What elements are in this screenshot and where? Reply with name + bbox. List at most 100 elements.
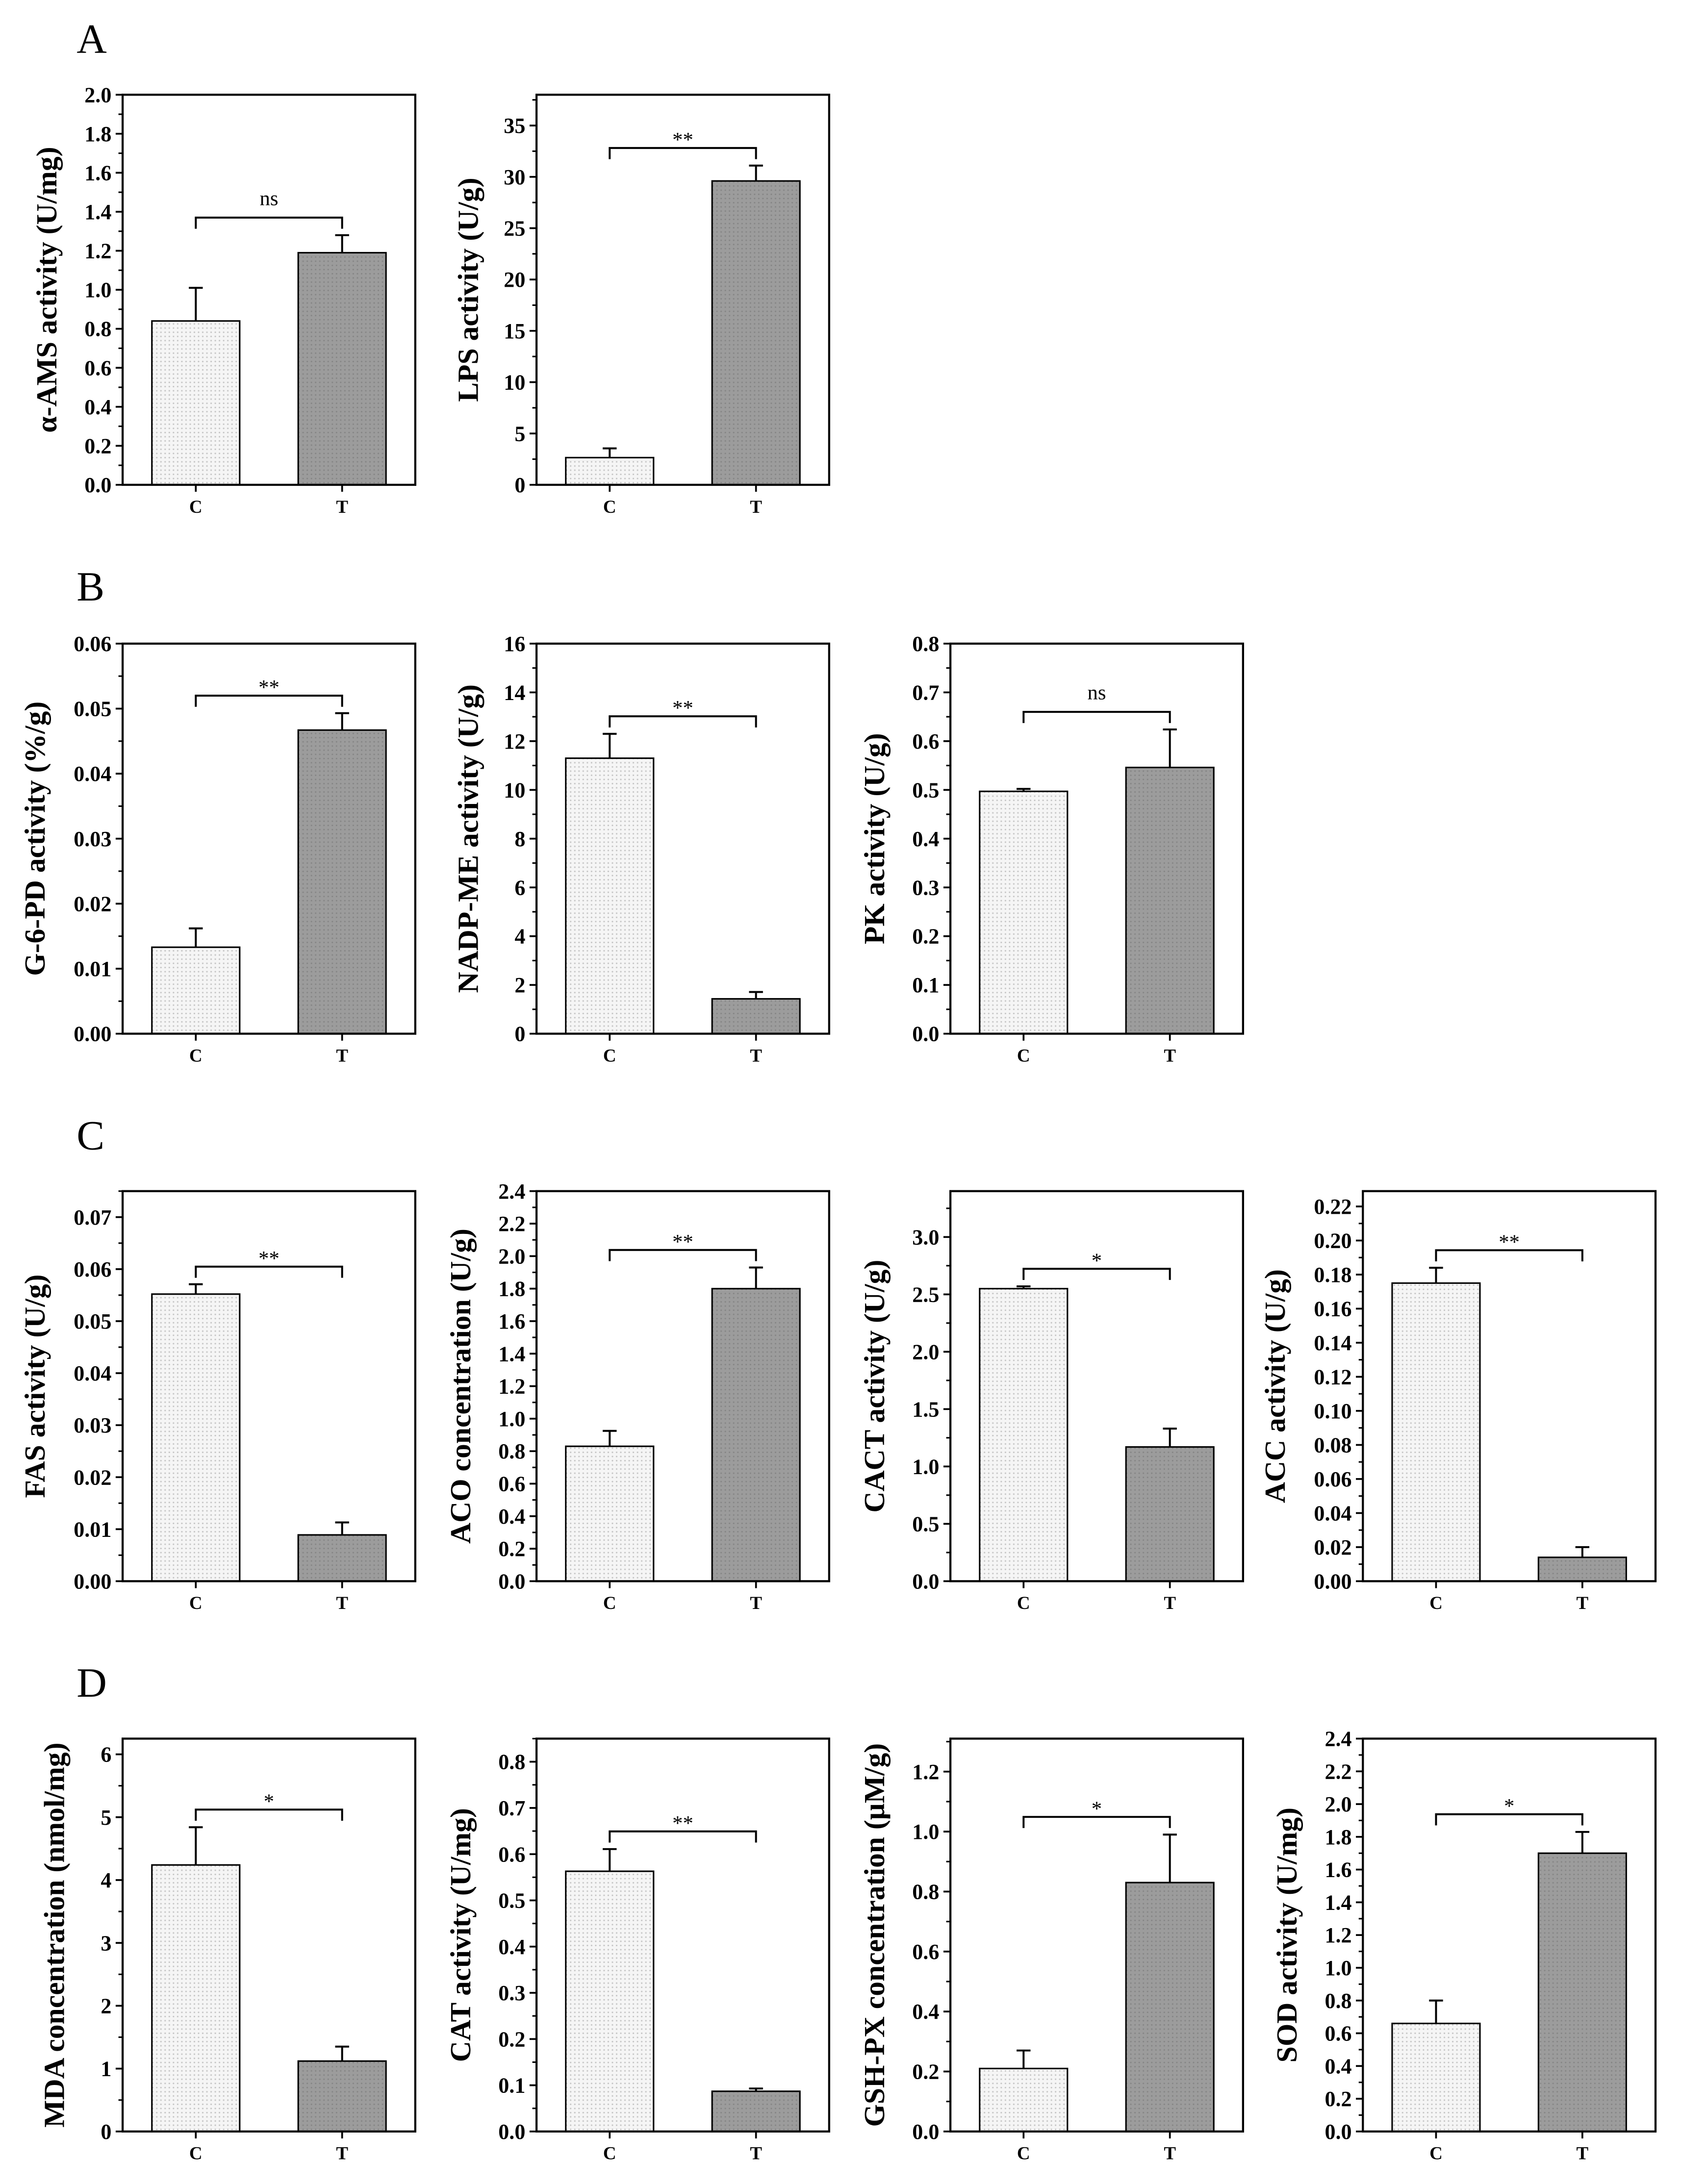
bar-t <box>297 1534 387 1582</box>
significance-label: * <box>1092 1249 1102 1272</box>
x-category-label-c: C <box>189 1045 203 1065</box>
y-tick-label: 2.4 <box>498 1180 525 1204</box>
y-tick-label: 1.6 <box>1325 1858 1351 1882</box>
bar-t <box>1125 1882 1215 2133</box>
error-bar-t <box>1575 1546 1590 1557</box>
x-category-label-c: C <box>1017 2143 1030 2163</box>
error-bar-c <box>1017 788 1031 792</box>
plot-frame <box>949 1190 1244 1582</box>
bar-t <box>1537 1852 1627 2133</box>
y-tick-label: 0.20 <box>1314 1229 1351 1253</box>
y-tick-label: 0.22 <box>1314 1195 1351 1219</box>
x-category-label-c: C <box>603 497 616 517</box>
x-category-label-c: C <box>1429 1593 1443 1613</box>
plot-frame <box>121 1190 416 1582</box>
error-bar-t <box>749 2087 763 2091</box>
y-tick-label: 0 <box>101 2120 111 2144</box>
y-tick-label: 0.5 <box>498 1889 525 1913</box>
bar-c <box>151 1293 241 1582</box>
error-bar-t <box>1163 1833 1177 1883</box>
x-category-label-t: T <box>336 1593 348 1613</box>
bar-c <box>1391 1282 1481 1582</box>
y-tick-label: 0.01 <box>74 1517 111 1541</box>
y-tick-label: 4 <box>101 1868 111 1892</box>
y-axis-label: α-AMS activity (U/mg) <box>30 147 63 432</box>
y-tick-label: 6 <box>514 876 525 900</box>
y-tick-label: 2.5 <box>912 1282 939 1306</box>
y-tick-label: 0.4 <box>498 1935 525 1959</box>
plot-frame <box>535 94 830 486</box>
y-tick-label: 0.16 <box>1314 1297 1351 1321</box>
y-tick-label: 35 <box>504 114 525 138</box>
error-bar-t <box>335 2045 349 2061</box>
y-tick-label: 0.8 <box>1325 1989 1351 2013</box>
chart-fas-activity: 0.00 0.01 0.02 0.03 0.04 0.05 0.06 0.07 C T FAS ac… <box>19 1190 416 1613</box>
error-bar-t <box>1163 728 1177 768</box>
y-tick-label: 0.8 <box>84 317 111 341</box>
y-tick-label: 10 <box>504 778 525 802</box>
panel-label-b: B <box>76 564 104 610</box>
error-bar-c <box>189 287 203 321</box>
plot-frame <box>121 1737 416 2133</box>
x-category-label-t: T <box>750 1593 762 1613</box>
significance-bracket <box>1435 1249 1583 1261</box>
significance-bracket <box>195 1808 343 1821</box>
significance-bracket <box>609 1249 757 1261</box>
y-tick-label: 0.4 <box>912 2000 939 2024</box>
bar-t <box>1125 766 1215 1035</box>
x-category-label-t: T <box>750 497 762 517</box>
bar-t <box>297 729 387 1035</box>
error-bar-t <box>749 991 763 999</box>
error-bar-c <box>1017 2049 1031 2069</box>
y-tick-label: 0.18 <box>1314 1263 1351 1287</box>
error-bar-t <box>335 234 349 253</box>
x-category-label-c: C <box>189 497 203 517</box>
chart-pk-activity: 0.0 0.1 0.2 0.3 0.4 0.5 0.6 0.7 0.8 C T PK activity… <box>858 632 1244 1065</box>
chart-lps-activity: 0 5 10 15 20 25 30 35 C T LPS activity (U/g) ** <box>452 94 830 517</box>
chart-gsh-px-concentration: 0.0 0.2 0.4 0.6 0.8 1.0 1.2 C T GSH-PX concentrat… <box>858 1737 1244 2163</box>
y-tick-label: 0.01 <box>74 957 111 981</box>
y-tick-label: 0.05 <box>74 1309 111 1333</box>
y-tick-label: 1.2 <box>1325 1923 1351 1947</box>
error-bar-c <box>1017 1285 1031 1289</box>
panel-label-c: C <box>76 1112 104 1158</box>
y-tick-label: 0.7 <box>498 1796 525 1820</box>
y-tick-label: 0.00 <box>74 1022 111 1046</box>
error-bar-c <box>603 1848 617 1872</box>
y-axis-label: NADP-ME activity (U/g) <box>452 684 484 993</box>
y-tick-label: 0.1 <box>912 973 939 997</box>
bar-c <box>565 456 655 486</box>
y-tick-label: 0.8 <box>498 1439 525 1463</box>
bar-t <box>297 251 387 486</box>
y-tick-label: 0.03 <box>74 827 111 851</box>
y-tick-label: 1.6 <box>84 161 111 185</box>
y-tick-label: 0.0 <box>912 2120 939 2144</box>
y-tick-label: 0.06 <box>74 632 111 656</box>
error-bar-t <box>1575 1831 1590 1854</box>
y-tick-label: 2.2 <box>498 1212 525 1236</box>
y-tick-label: 0.6 <box>912 729 939 753</box>
x-category-label-c: C <box>603 2143 616 2163</box>
y-tick-label: 0.00 <box>74 1569 111 1593</box>
x-category-label-t: T <box>336 1045 348 1065</box>
y-tick-label: 20 <box>504 268 525 292</box>
y-tick-label: 1.0 <box>912 1820 939 1844</box>
significance-bracket <box>1022 711 1171 723</box>
error-bar-c <box>603 1430 617 1447</box>
x-category-label-t: T <box>750 1045 762 1065</box>
y-tick-label: 0.2 <box>912 2060 939 2084</box>
y-tick-label: 2.2 <box>1325 1759 1351 1783</box>
bar-t <box>297 2060 387 2133</box>
y-tick-label: 15 <box>504 319 525 343</box>
significance-bracket <box>195 694 343 707</box>
significance-bracket <box>195 216 343 229</box>
y-tick-label: 0.8 <box>912 632 939 656</box>
y-axis-label: CACT activity (U/g) <box>858 1260 891 1513</box>
y-tick-label: 4 <box>514 925 525 949</box>
y-tick-label: 0.2 <box>84 434 111 458</box>
y-tick-label: 0.5 <box>912 1512 939 1536</box>
y-tick-label: 3 <box>101 1931 111 1955</box>
y-tick-label: 0.2 <box>1325 2087 1351 2111</box>
y-axis-label: ACO concentration (U/g) <box>444 1229 477 1544</box>
y-axis-label: G-6-PD activity (%/g) <box>19 702 51 976</box>
